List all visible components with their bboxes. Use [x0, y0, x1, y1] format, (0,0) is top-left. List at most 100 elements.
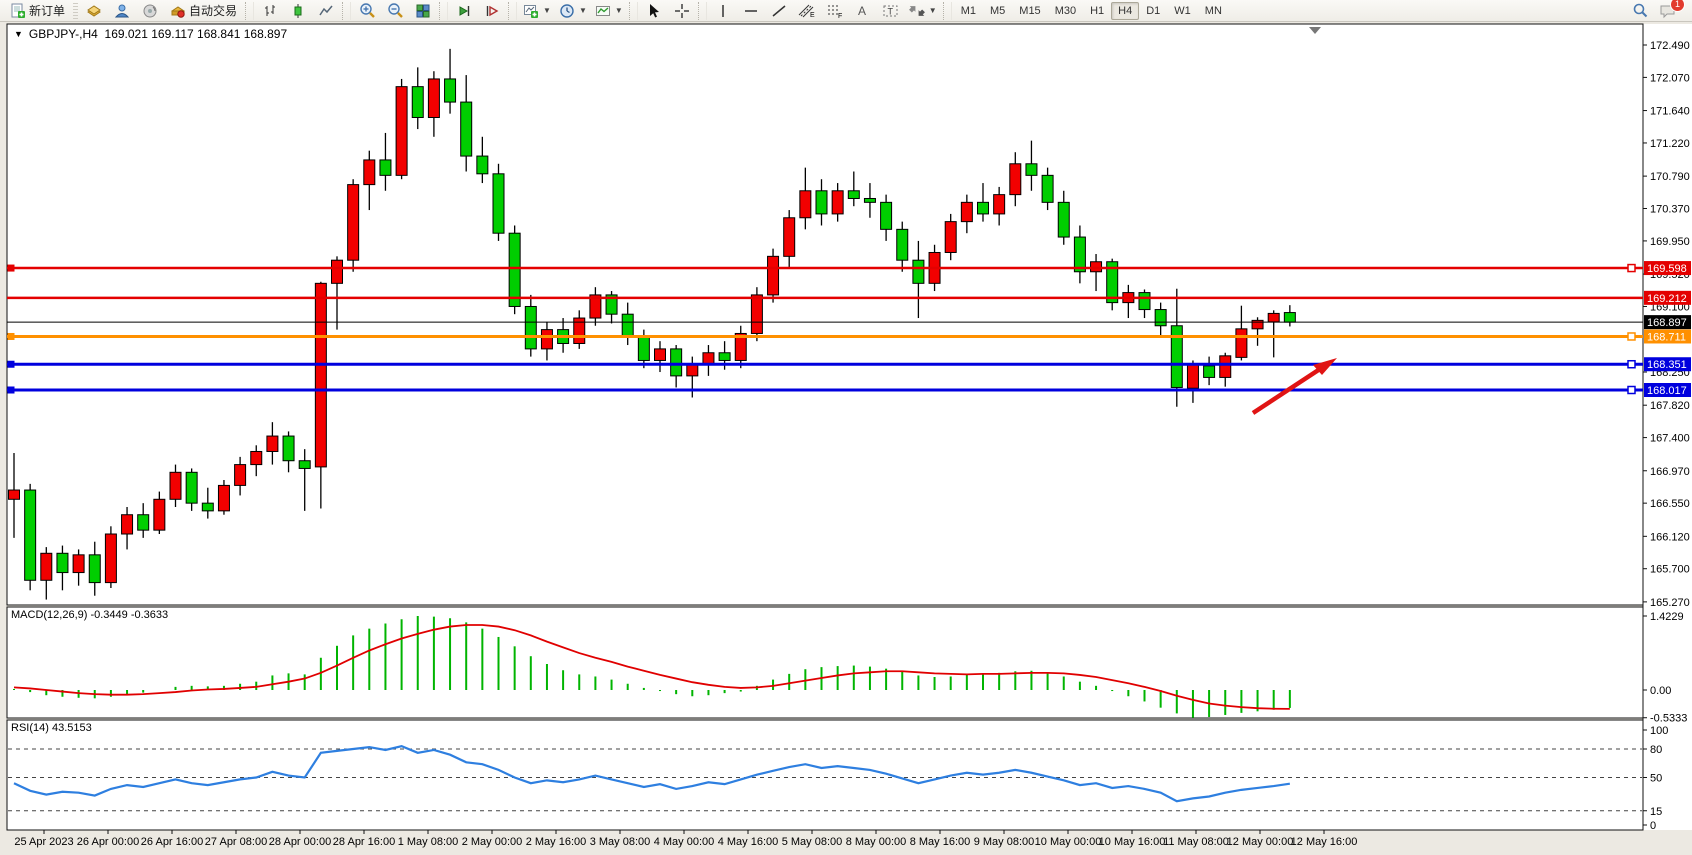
- candle-body: [1203, 365, 1216, 378]
- macd-axis-label: 1.4229: [1650, 611, 1684, 623]
- arrows-tool-button[interactable]: ▼: [905, 0, 941, 22]
- vline-tool-button[interactable]: [709, 0, 737, 22]
- arrow-head[interactable]: [1313, 358, 1337, 375]
- crosshair-button[interactable]: [668, 0, 696, 22]
- candle-chart-icon: [294, 3, 302, 18]
- timeframe-m15-button[interactable]: M15: [1019, 4, 1041, 17]
- search-button[interactable]: [1626, 0, 1654, 22]
- candle-body: [104, 533, 117, 584]
- navigator-button[interactable]: [108, 0, 136, 22]
- new-chart-button[interactable]: ▼: [519, 0, 555, 22]
- channel-tool-button[interactable]: E: [793, 0, 821, 22]
- market-watch-button[interactable]: [80, 0, 108, 22]
- candle-body: [1219, 355, 1232, 378]
- price-badge-value: 168.351: [1647, 359, 1687, 371]
- candle-body: [347, 184, 360, 261]
- hline-left-handle[interactable]: [7, 264, 15, 272]
- timeframe-m30-button[interactable]: M30: [1054, 4, 1077, 17]
- candle-chart-button[interactable]: [284, 0, 312, 22]
- tile-windows-button[interactable]: [409, 0, 437, 22]
- indicators-button[interactable]: ▼: [591, 0, 627, 22]
- text-tool-button[interactable]: A: [849, 0, 877, 22]
- hline-right-handle[interactable]: [1627, 385, 1636, 395]
- profiles-button[interactable]: ▼: [555, 0, 591, 22]
- zoom-out-button[interactable]: [381, 0, 409, 22]
- arrow-shaft[interactable]: [1251, 367, 1322, 415]
- toolbar-separator: [245, 1, 255, 20]
- time-tick-label: 28 Apr 00:00: [269, 836, 331, 848]
- arrow-annotation[interactable]: [1251, 358, 1337, 415]
- candle-body: [589, 294, 602, 319]
- autotrade-button[interactable]: 自动交易: [164, 0, 243, 22]
- timeframe-h1-button[interactable]: H1: [1090, 4, 1105, 17]
- candle-body: [783, 217, 796, 257]
- candle-body: [492, 173, 505, 234]
- autotrade-label: 自动交易: [189, 4, 238, 18]
- candle-body: [1106, 261, 1119, 304]
- horizontal-line-168.017[interactable]: [7, 385, 1643, 395]
- candle-body: [670, 348, 683, 377]
- price-tick-label: 169.950: [1650, 236, 1690, 248]
- horizontal-line-168.351[interactable]: [7, 359, 1643, 369]
- hline-right-handle[interactable]: [1627, 332, 1636, 341]
- candle-body: [298, 460, 311, 469]
- hline-right-handle[interactable]: [1627, 359, 1636, 369]
- time-tick-label: 1 May 08:00: [398, 836, 459, 848]
- new-order-button[interactable]: 新订单: [4, 0, 71, 22]
- candle-body: [799, 190, 812, 219]
- cursor-button[interactable]: [640, 0, 668, 22]
- candle-body: [815, 190, 828, 215]
- candle-body: [524, 305, 537, 350]
- chart-shift-button[interactable]: [478, 0, 506, 22]
- auto-scroll-button[interactable]: [450, 0, 478, 22]
- timeframe-w1-button[interactable]: W1: [1174, 4, 1191, 17]
- zoom-in-button[interactable]: [353, 0, 381, 22]
- hline-tool-button[interactable]: [737, 0, 765, 22]
- chart-title-caret-icon[interactable]: ▼: [14, 29, 23, 39]
- price-tick-label: 166.550: [1650, 498, 1690, 510]
- time-tick-label: 2 May 16:00: [526, 836, 587, 848]
- notification-badge: 1: [1670, 0, 1685, 12]
- label-tool-button[interactable]: T: [877, 0, 905, 22]
- line-chart-button[interactable]: [312, 0, 340, 22]
- hline-left-handle[interactable]: [7, 332, 15, 340]
- time-tick-label: 26 Apr 00:00: [77, 836, 139, 848]
- time-tick-label: 4 May 00:00: [654, 836, 715, 848]
- horizontal-line-168.711[interactable]: [7, 332, 1643, 341]
- svg-text:F: F: [838, 13, 842, 19]
- timeframe-m5-button[interactable]: M5: [990, 4, 1006, 17]
- terminal-button[interactable]: [136, 0, 164, 22]
- timeframe-d1-button[interactable]: D1: [1146, 4, 1161, 17]
- price-badge-169.598: 169.598: [1644, 261, 1691, 276]
- candle-body: [1073, 236, 1086, 273]
- toolbar-separator: [508, 1, 518, 20]
- time-tick-label: 28 Apr 16:00: [333, 836, 395, 848]
- candle-body: [476, 155, 489, 175]
- rsi-axis-label: 15: [1650, 806, 1662, 818]
- price-badge-168.897: 168.897: [1644, 315, 1691, 330]
- candle-body: [621, 313, 634, 338]
- candle-body: [508, 232, 521, 307]
- hline-left-handle[interactable]: [7, 386, 15, 394]
- candles: [8, 48, 1296, 600]
- trendline-tool-button[interactable]: [765, 0, 793, 22]
- chat-button[interactable]: 1: [1654, 0, 1685, 22]
- dropdown-caret-icon: ▼: [614, 6, 623, 15]
- candle-body: [880, 201, 893, 230]
- timeframe-h4-button[interactable]: H4: [1111, 1, 1140, 20]
- price-badge-value: 168.017: [1647, 385, 1687, 397]
- horizontal-line-169.598[interactable]: [7, 263, 1643, 273]
- timeframe-m1-button[interactable]: M1: [960, 4, 976, 17]
- candle-body: [654, 348, 666, 361]
- candle-body: [540, 329, 553, 350]
- time-tick-label: 10 May 16:00: [1099, 836, 1166, 848]
- rsi-panel: [6, 719, 1644, 831]
- price-badge-box: [1644, 290, 1691, 305]
- fibonacci-tool-button[interactable]: F: [821, 0, 849, 22]
- candle-body: [395, 86, 408, 176]
- hline-left-handle[interactable]: [7, 360, 15, 368]
- timeframe-mn-button[interactable]: MN: [1204, 4, 1222, 17]
- bar-chart-button[interactable]: [256, 0, 284, 22]
- hline-right-handle[interactable]: [1627, 263, 1636, 273]
